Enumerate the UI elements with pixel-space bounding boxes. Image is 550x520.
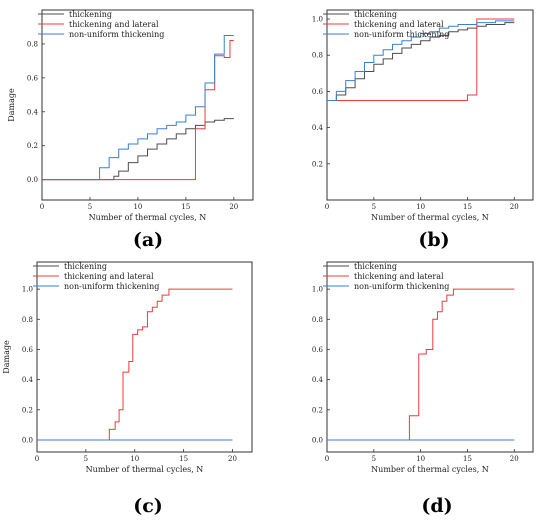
x-tick-label: 0 [325,455,329,463]
y-tick-label: 1.0 [22,286,33,294]
x-axis-label: Number of thermal cycles, N [89,213,207,222]
x-tick-label: 20 [510,203,519,211]
y-tick-label: 0.6 [312,88,324,96]
plot-frame [36,261,253,453]
y-tick-label: 0.8 [312,316,323,324]
panel-label: (d) [421,495,452,517]
legend-label: thickening [354,262,397,271]
x-tick-label: 5 [372,203,376,211]
plot-frame [326,9,534,201]
x-tick-label: 20 [228,455,237,463]
series-line-non-uniform-thickening [327,20,515,101]
y-tick-label: 0.2 [312,160,323,168]
y-tick-label: 0.4 [312,124,324,132]
x-axis-label: Number of thermal cycles, N [86,465,204,474]
x-tick-label: 5 [84,455,88,463]
x-tick-label: 15 [181,203,190,211]
legend-label: thickening and lateral [354,272,444,281]
y-tick-label: 0.8 [312,52,323,60]
legend-label: non-uniform thickening [354,30,449,39]
legend-label: non-uniform thickening [354,282,449,291]
series-line-thickening [42,118,234,181]
y-tick-label: 0.6 [22,346,34,354]
y-tick-label: 0.0 [22,436,33,444]
y-axis-label: Damage [2,340,11,374]
plot-frame [326,261,534,453]
panel-label: (b) [418,229,449,251]
chart-panel-b: 0 5 10 15 20 0.2 0.4 0.6 0.8 1.0 thickeningthicken… [312,9,534,251]
y-tick-label: 0.2 [312,406,323,414]
y-axis-label: Damage [7,88,16,122]
y-tick-label: 1.0 [312,16,323,24]
x-tick-label: 10 [130,455,139,463]
series-line-thickening-and-lateral [327,18,515,101]
legend-label: thickening [354,10,397,19]
legend-label: thickening and lateral [354,20,444,29]
panel-label: (a) [133,229,163,251]
y-tick-label: 0.4 [22,376,34,384]
x-tick-label: 15 [463,203,472,211]
y-tick-label: 0.0 [27,176,38,184]
legend-label: non-uniform thickening [64,282,159,291]
chart-panel-a: 0 5 10 15 20 0.0 0.2 0.4 0.6 0.8 thickeningthicken… [7,9,254,251]
x-tick-label: 0 [35,455,39,463]
y-tick-label: 0.8 [27,40,38,48]
y-tick-label: 0.4 [312,376,324,384]
series-line-thickening-and-lateral [108,288,233,440]
legend-label: thickening [69,10,112,19]
plot-frame [41,9,254,201]
y-tick-label: 0.2 [27,142,38,150]
y-tick-label: 0.4 [27,108,39,116]
y-tick-label: 0.6 [312,346,324,354]
x-tick-label: 5 [372,455,376,463]
x-tick-label: 0 [40,203,44,211]
legend-label: thickening [64,262,107,271]
x-tick-label: 15 [179,455,188,463]
chart-panel-d: 0 5 10 15 20 0.0 0.2 0.4 0.6 0.8 1.0 thickeningthic… [312,261,534,517]
panel-label: (c) [133,495,163,517]
legend-label: non-uniform thickening [69,30,164,39]
x-tick-label: 20 [510,455,519,463]
x-tick-label: 5 [88,203,92,211]
series-line-non-uniform-thickening [42,34,234,181]
y-tick-label: 0.8 [22,316,33,324]
chart-panel-c: 0 5 10 15 20 0.0 0.2 0.4 0.6 0.8 1.0 thickeningthic… [2,261,253,517]
legend-label: thickening and lateral [64,272,154,281]
x-axis-label: Number of thermal cycles, N [371,213,489,222]
y-tick-label: 1.0 [312,286,323,294]
y-tick-label: 0.2 [22,406,33,414]
x-tick-label: 20 [229,203,238,211]
x-tick-label: 0 [325,203,329,211]
x-tick-label: 10 [416,203,425,211]
x-axis-label: Number of thermal cycles, N [371,465,489,474]
y-tick-label: 0.6 [27,74,39,82]
y-tick-label: 0.0 [312,436,323,444]
x-tick-label: 10 [133,203,142,211]
legend-label: thickening and lateral [69,20,159,29]
x-tick-label: 15 [463,455,472,463]
x-tick-label: 10 [416,455,425,463]
series-line-thickening-and-lateral [408,288,515,440]
